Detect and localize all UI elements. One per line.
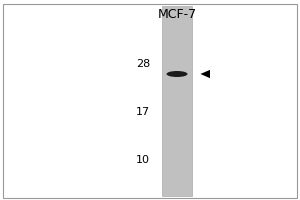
Text: 28: 28 [136, 59, 150, 69]
Text: MCF-7: MCF-7 [158, 8, 196, 21]
Text: 17: 17 [136, 107, 150, 117]
Ellipse shape [167, 71, 188, 77]
FancyBboxPatch shape [3, 4, 297, 198]
Text: 10: 10 [136, 155, 150, 165]
FancyBboxPatch shape [162, 6, 192, 196]
Polygon shape [200, 70, 210, 78]
